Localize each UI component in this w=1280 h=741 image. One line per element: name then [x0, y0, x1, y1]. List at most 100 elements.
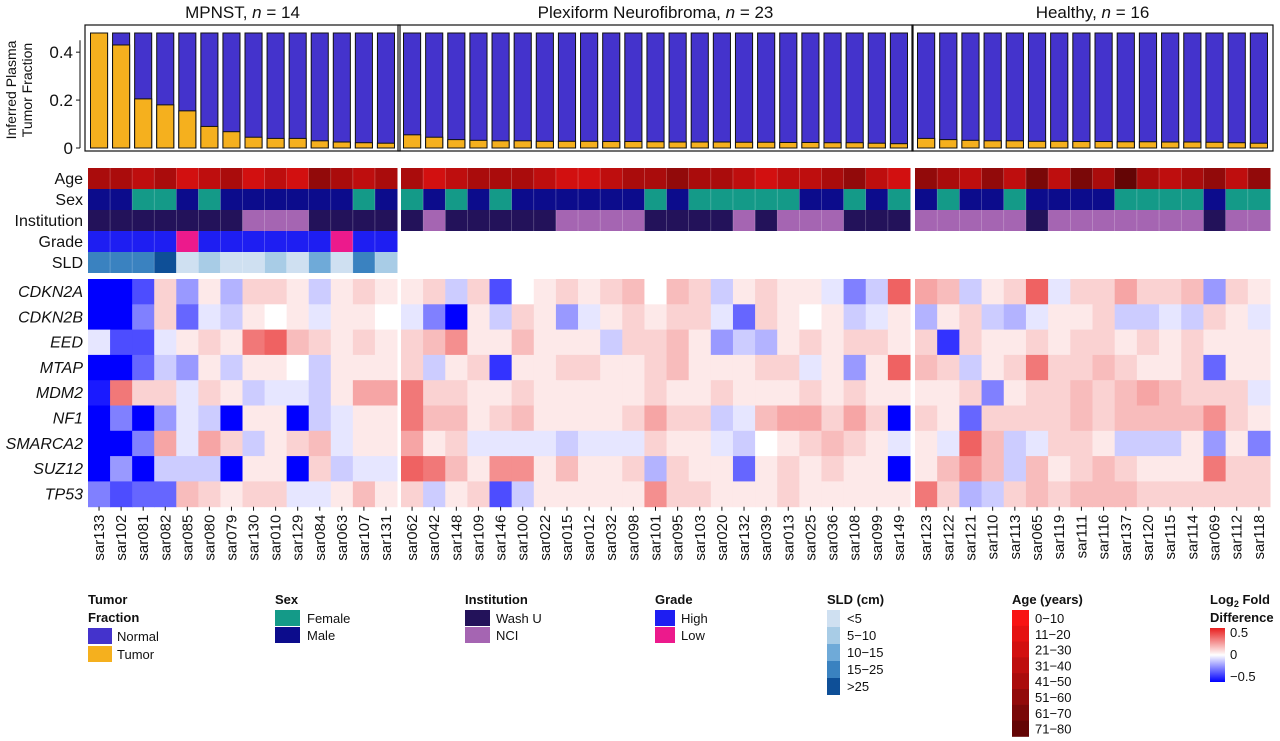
- bar-tumor-fraction: [801, 141, 820, 149]
- gene-label: SMARCA2: [6, 436, 83, 453]
- heatmap-cell: [959, 304, 983, 331]
- grade-cell: [220, 231, 243, 252]
- heatmap-cell: [777, 405, 800, 432]
- age-cell: [1203, 168, 1227, 189]
- institution-cell: [777, 210, 800, 231]
- heatmap-cell: [374, 304, 398, 331]
- heatmap-cell: [242, 304, 266, 331]
- sex-cell: [1159, 189, 1182, 210]
- heatmap-cell: [511, 430, 535, 457]
- bar-normal-fraction: [1205, 32, 1224, 149]
- heatmap-cell: [915, 279, 938, 305]
- sample-label: sar103: [692, 515, 709, 561]
- sld-cell: [242, 252, 266, 273]
- heatmap-cell: [578, 430, 601, 457]
- bar-tumor-fraction: [1050, 140, 1069, 149]
- heatmap-cell: [445, 279, 468, 305]
- heatmap-cell: [578, 380, 601, 406]
- heatmap-cell: [1203, 405, 1227, 432]
- heatmap-cell: [1114, 329, 1138, 356]
- heatmap-cell: [132, 430, 155, 457]
- heatmap-cell: [1003, 430, 1027, 457]
- heatmap-cell: [821, 329, 845, 356]
- sex-cell: [467, 189, 491, 210]
- sample-label: sar111: [1073, 515, 1090, 559]
- heatmap-cell: [401, 354, 424, 381]
- heatmap-cell: [710, 354, 734, 381]
- sex-cell: [1225, 189, 1249, 210]
- bar-tumor-fraction: [1249, 142, 1268, 149]
- bar-tumor-fraction: [469, 139, 488, 149]
- age-cell: [533, 168, 557, 189]
- heatmap-cell: [644, 304, 668, 331]
- heatmap-cell: [821, 354, 845, 381]
- bar-normal-fraction: [889, 32, 909, 149]
- legend-item-label: 15−25: [847, 662, 884, 677]
- bar-tumor-fraction: [1227, 142, 1246, 149]
- heatmap-cell: [981, 354, 1005, 381]
- sample-label: sar042: [426, 515, 443, 561]
- heatmap-cell: [467, 481, 491, 508]
- heatmap-cell: [423, 456, 446, 482]
- age-cell: [1070, 168, 1093, 189]
- heatmap-cell: [1136, 456, 1160, 482]
- sample-label: sar129: [290, 515, 307, 561]
- bar-tumor-fraction: [779, 141, 798, 149]
- sex-cell: [352, 189, 376, 210]
- heatmap-cell: [308, 481, 332, 508]
- age-cell: [132, 168, 155, 189]
- age-cell: [264, 168, 288, 189]
- bar-panel-frame: [84, 24, 401, 152]
- heatmap-cell: [220, 279, 243, 305]
- heatmap-cell: [220, 380, 243, 406]
- heatmap-cell: [132, 405, 155, 432]
- institution-cell: [843, 210, 867, 231]
- heatmap-cell: [1225, 456, 1249, 482]
- sample-label: sar109: [470, 515, 487, 561]
- heatmap-cell: [1025, 304, 1049, 331]
- bar-y-tick-label: 0.4: [49, 43, 73, 62]
- heatmap-cell: [176, 456, 199, 482]
- legend-fold-title-sub: 2: [1234, 599, 1239, 609]
- heatmap-cell: [555, 329, 579, 356]
- heatmap-cell: [423, 481, 446, 508]
- heatmap-cell: [445, 481, 468, 508]
- sex-cell: [110, 189, 133, 210]
- heatmap-cell: [1247, 405, 1271, 432]
- age-cell: [1114, 168, 1138, 189]
- heatmap-cell: [578, 354, 601, 381]
- heatmap-cell: [511, 380, 535, 406]
- heatmap-cell: [710, 329, 734, 356]
- panel-title-n: n: [252, 3, 261, 22]
- sex-cell: [176, 189, 199, 210]
- sld-cell: [374, 252, 398, 273]
- age-cell: [1025, 168, 1049, 189]
- heatmap-cell: [489, 329, 513, 356]
- sex-cell: [286, 189, 310, 210]
- bar-normal-fraction: [1027, 32, 1047, 149]
- heatmap-cell: [132, 329, 155, 356]
- bar-normal-fraction: [469, 32, 488, 149]
- heatmap-cell: [865, 481, 889, 508]
- institution-cell: [644, 210, 668, 231]
- bar-tumor-fraction: [1027, 140, 1047, 149]
- heatmap-cell: [308, 380, 332, 406]
- sex-cell: [710, 189, 734, 210]
- heatmap-cell: [1136, 329, 1160, 356]
- bar-normal-fraction: [690, 32, 709, 149]
- heatmap-cell: [959, 430, 983, 457]
- track-label-age: Age: [55, 171, 84, 188]
- heatmap-cell: [352, 329, 376, 356]
- heatmap-cell: [688, 430, 712, 457]
- institution-cell: [154, 210, 177, 231]
- legend-item-label: Female: [307, 611, 350, 626]
- age-cell: [352, 168, 376, 189]
- heatmap-cell: [264, 329, 288, 356]
- bar-normal-fraction: [244, 32, 263, 149]
- sample-label: sar100: [515, 515, 532, 561]
- bar-tumor-fraction: [823, 142, 842, 149]
- sex-cell: [1070, 189, 1093, 210]
- legends: Tumor Fraction Normal Tumor Sex Female Male Ins…: [88, 592, 1274, 737]
- heatmap-cell: [154, 380, 177, 406]
- institution-cell: [1136, 210, 1160, 231]
